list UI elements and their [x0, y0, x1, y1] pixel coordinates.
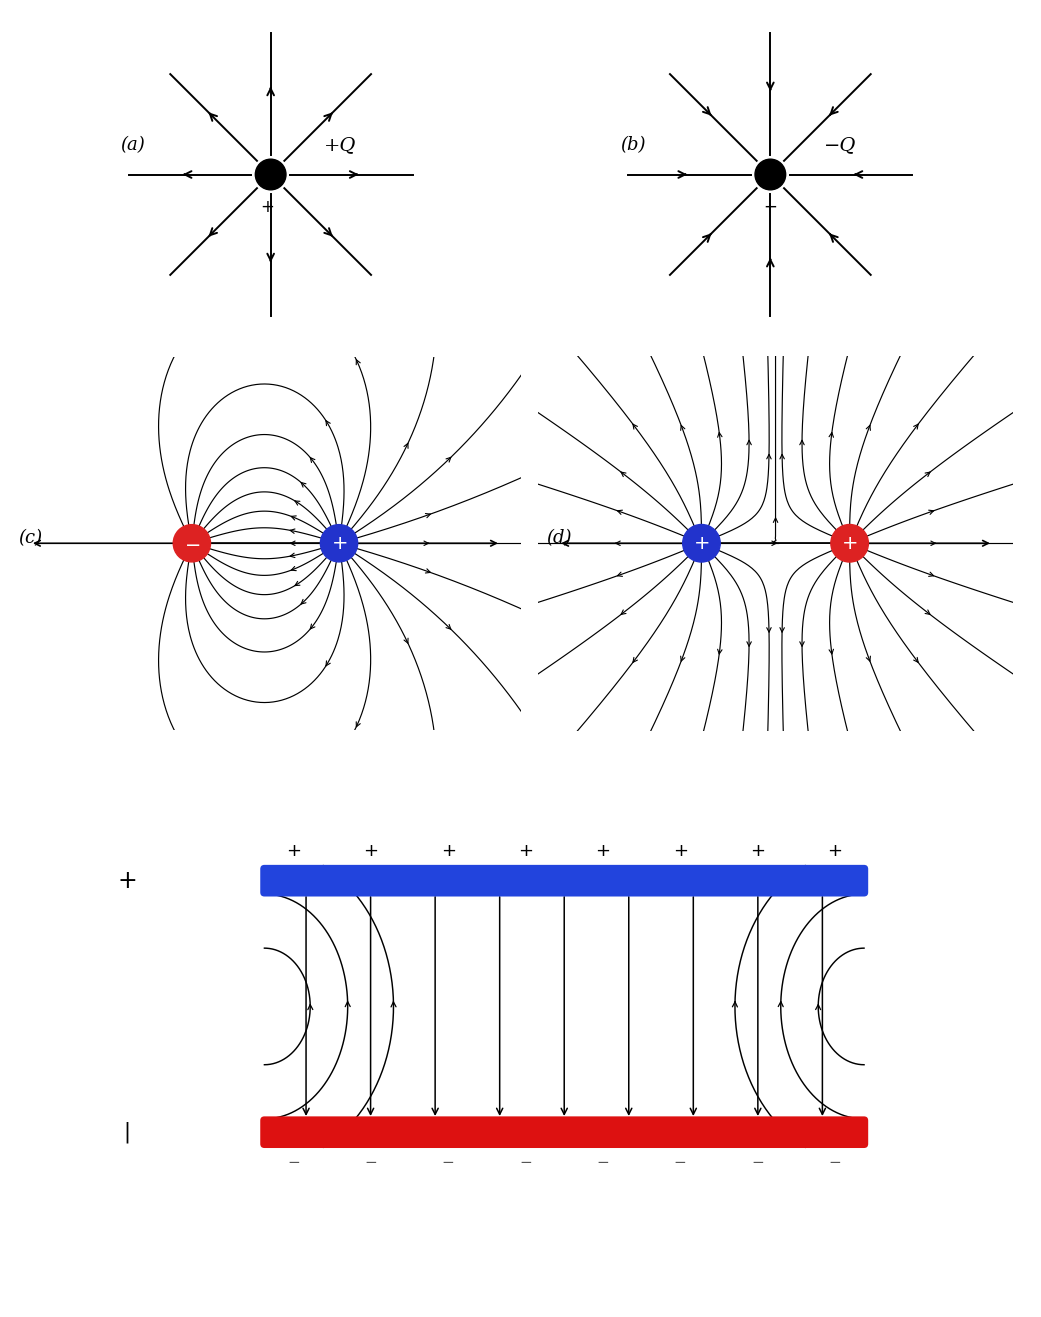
Circle shape [173, 524, 210, 562]
Text: −: − [519, 1155, 532, 1169]
Text: +: + [518, 842, 533, 860]
Circle shape [683, 524, 720, 562]
FancyBboxPatch shape [260, 1117, 868, 1148]
Text: $+$: $+$ [841, 533, 858, 553]
Circle shape [755, 159, 786, 190]
Text: (b): (b) [620, 137, 645, 154]
Text: +: + [286, 842, 301, 860]
Text: +: + [118, 869, 136, 893]
Text: −: − [763, 198, 778, 216]
Circle shape [255, 159, 286, 190]
Text: +: + [440, 842, 456, 860]
Text: +: + [363, 842, 378, 860]
Text: +: + [828, 842, 842, 860]
Text: −: − [752, 1155, 764, 1169]
Text: −: − [287, 1155, 300, 1169]
Text: $+$: $+$ [693, 533, 710, 553]
Text: (d): (d) [547, 529, 572, 548]
Text: −: − [364, 1155, 377, 1169]
Text: −Q: −Q [823, 137, 856, 154]
Text: |: | [124, 1122, 130, 1143]
Text: −: − [441, 1155, 455, 1169]
Text: −: − [674, 1155, 687, 1169]
Circle shape [831, 524, 868, 562]
Text: $+$: $+$ [331, 533, 348, 553]
Text: +Q: +Q [324, 137, 356, 154]
Text: −: − [829, 1155, 841, 1169]
Text: −: − [596, 1155, 609, 1169]
Text: +: + [260, 198, 275, 216]
Text: +: + [595, 842, 610, 860]
Text: (a): (a) [121, 137, 146, 154]
Text: +: + [751, 842, 765, 860]
Text: $-$: $-$ [184, 533, 200, 553]
Text: +: + [672, 842, 688, 860]
Circle shape [321, 524, 358, 562]
FancyBboxPatch shape [260, 865, 868, 897]
Text: (c): (c) [19, 529, 43, 548]
